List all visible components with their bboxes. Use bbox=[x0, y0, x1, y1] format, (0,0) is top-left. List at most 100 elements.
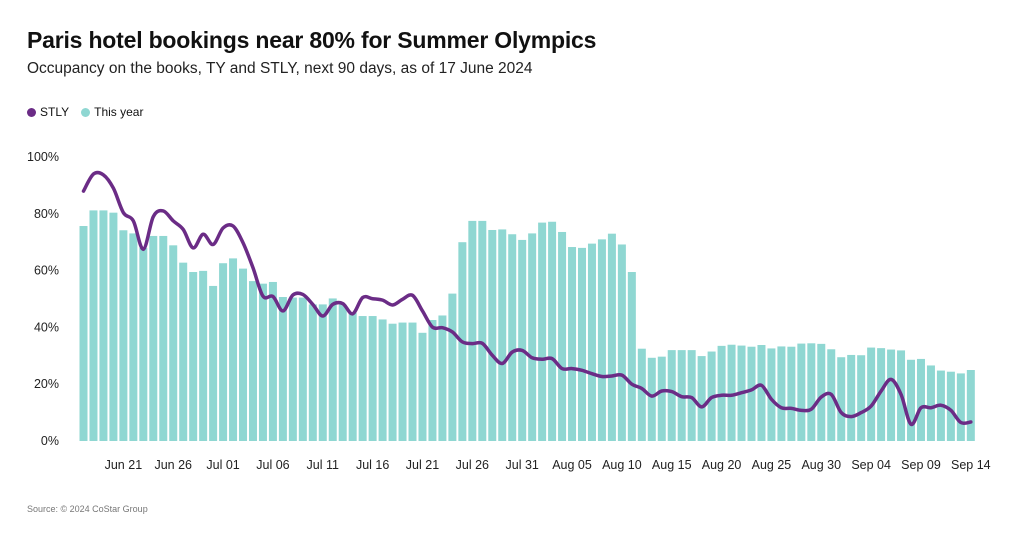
y-axis-ticks: 0% 20% 40% 60% 80% 100% bbox=[27, 150, 59, 448]
bar-this-year bbox=[667, 350, 676, 441]
x-tick-label: Aug 30 bbox=[801, 458, 841, 472]
bar-this-year bbox=[867, 347, 876, 441]
legend-item-this-year: This year bbox=[81, 105, 143, 119]
bar-this-year bbox=[757, 345, 766, 441]
bar-this-year bbox=[288, 297, 297, 441]
bar-this-year bbox=[627, 272, 636, 441]
bar-this-year bbox=[568, 247, 577, 441]
bar-this-year bbox=[727, 344, 736, 441]
x-axis-ticks: Jun 21 Jun 26 Jul 01 Jul 06 Jul 11 Jul 16 Jul … bbox=[105, 458, 991, 472]
bar-this-year bbox=[956, 373, 965, 441]
bar-this-year bbox=[837, 357, 846, 441]
bar-this-year bbox=[388, 323, 397, 441]
bar-this-year bbox=[428, 320, 437, 441]
x-tick-label: Jul 01 bbox=[206, 458, 239, 472]
x-tick-label: Sep 04 bbox=[851, 458, 891, 472]
source-note: Source: © 2024 CoStar Group bbox=[27, 504, 148, 514]
bar-this-year bbox=[79, 226, 88, 441]
stly-swatch-icon bbox=[27, 107, 36, 117]
x-tick-label: Jul 26 bbox=[456, 458, 489, 472]
bar-this-year bbox=[767, 348, 776, 441]
bar-this-year bbox=[597, 239, 606, 441]
bar-this-year bbox=[697, 356, 706, 441]
x-tick-label: Jun 26 bbox=[154, 458, 192, 472]
bar-this-year bbox=[179, 262, 188, 441]
bar-this-year bbox=[587, 243, 596, 441]
y-tick-label: 80% bbox=[34, 207, 59, 221]
bar-this-year bbox=[558, 231, 567, 441]
x-tick-label: Sep 14 bbox=[951, 458, 991, 472]
chart-title: Paris hotel bookings near 80% for Summer… bbox=[27, 27, 597, 53]
legend-label-stly: STLY bbox=[40, 105, 70, 119]
bar-this-year bbox=[268, 281, 277, 441]
bar-this-year bbox=[398, 322, 407, 441]
bar-this-year bbox=[807, 343, 816, 441]
bar-this-year bbox=[408, 322, 417, 441]
legend-label-this-year: This year bbox=[94, 105, 144, 119]
y-tick-label: 20% bbox=[34, 377, 59, 391]
bar-this-year bbox=[657, 356, 666, 441]
bar-this-year bbox=[199, 270, 208, 441]
bar-this-year bbox=[817, 343, 826, 441]
bar-this-year bbox=[139, 247, 148, 441]
bar-this-year bbox=[548, 221, 557, 441]
bar-this-year bbox=[129, 233, 138, 441]
bar-this-year bbox=[119, 230, 128, 441]
bar-this-year bbox=[189, 272, 198, 441]
y-tick-label: 100% bbox=[27, 150, 59, 164]
bar-this-year bbox=[617, 244, 626, 441]
x-tick-label: Jul 21 bbox=[406, 458, 439, 472]
y-tick-label: 40% bbox=[34, 320, 59, 334]
line-stly bbox=[81, 170, 973, 427]
x-tick-label: Jul 16 bbox=[356, 458, 389, 472]
legend: STLY This year bbox=[27, 105, 143, 119]
bar-this-year bbox=[966, 370, 975, 441]
bar-this-year bbox=[647, 357, 656, 441]
x-tick-label: Jun 21 bbox=[105, 458, 143, 472]
bar-this-year bbox=[308, 304, 317, 441]
bar-this-year bbox=[468, 220, 477, 441]
y-tick-label: 0% bbox=[41, 434, 59, 448]
bar-this-year bbox=[89, 210, 98, 441]
bar-this-year bbox=[797, 343, 806, 441]
bar-this-year bbox=[298, 297, 307, 441]
bar-this-year bbox=[498, 229, 507, 441]
bar-this-year bbox=[488, 229, 497, 441]
bar-this-year bbox=[149, 235, 158, 441]
x-tick-label: Aug 15 bbox=[652, 458, 692, 472]
bar-this-year bbox=[109, 212, 118, 441]
bar-this-year bbox=[907, 359, 916, 441]
bar-this-year bbox=[518, 239, 527, 441]
bar-this-year bbox=[508, 234, 517, 441]
bar-this-year bbox=[478, 220, 487, 441]
bar-this-year bbox=[687, 350, 696, 441]
bar-this-year bbox=[438, 315, 447, 441]
x-tick-label: Jul 11 bbox=[307, 458, 339, 472]
bar-this-year bbox=[946, 371, 955, 441]
bar-this-year bbox=[418, 332, 427, 441]
y-tick-label: 60% bbox=[34, 264, 59, 278]
bar-this-year bbox=[538, 222, 547, 441]
bar-this-year bbox=[607, 233, 616, 441]
stly-line bbox=[81, 170, 973, 427]
bar-this-year bbox=[338, 304, 347, 441]
chart-subtitle: Occupancy on the books, TY and STLY, nex… bbox=[27, 60, 533, 77]
bar-this-year bbox=[777, 346, 786, 441]
bar-this-year bbox=[169, 245, 178, 441]
x-tick-label: Aug 10 bbox=[602, 458, 642, 472]
bar-this-year bbox=[528, 233, 537, 441]
bar-this-year bbox=[318, 304, 327, 441]
legend-item-stly: STLY bbox=[27, 105, 69, 119]
bar-this-year bbox=[926, 365, 935, 441]
bar-this-year bbox=[877, 348, 886, 441]
bar-this-year bbox=[258, 283, 267, 441]
bar-this-year bbox=[328, 298, 337, 441]
bar-this-year bbox=[348, 312, 357, 441]
bar-this-year bbox=[847, 354, 856, 441]
bar-this-year bbox=[368, 316, 377, 441]
bar-this-year bbox=[229, 258, 238, 441]
bars-this-year bbox=[79, 210, 975, 441]
bar-this-year bbox=[787, 346, 796, 441]
bar-this-year bbox=[887, 349, 896, 441]
bar-this-year bbox=[637, 348, 646, 441]
